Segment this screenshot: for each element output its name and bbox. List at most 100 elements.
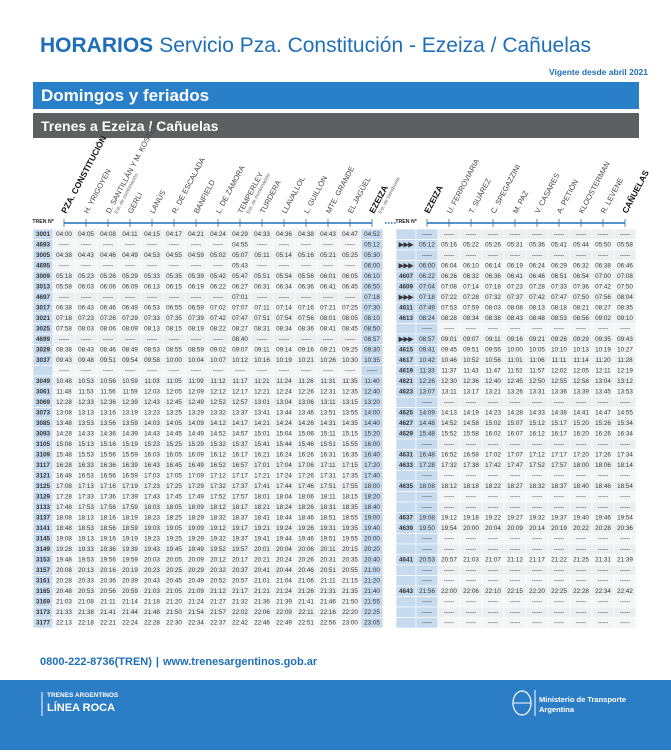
train-number: 4609	[399, 284, 414, 291]
time-cell: 22:15	[507, 588, 523, 595]
time-cell: 07:23	[507, 284, 523, 291]
time-cell: -----	[466, 546, 477, 553]
time-cell: 18:22	[485, 483, 501, 490]
time-cell: 06:38	[56, 305, 72, 312]
time-cell: 11:57	[529, 368, 545, 375]
time-cell: 11:03	[144, 378, 160, 385]
time-cell: 04:47	[342, 231, 358, 238]
cell-bg	[32, 365, 54, 377]
time-cell: 13:07	[419, 389, 435, 396]
time-cell: 06:49	[122, 305, 138, 312]
time-cell: 14:03	[144, 420, 160, 427]
time-cell: 15:48	[56, 452, 72, 459]
time-cell: 06:01	[320, 273, 336, 280]
time-cell: 13:20	[364, 399, 380, 406]
time-cell: 04:15	[144, 231, 160, 238]
train-number: 4643	[399, 588, 414, 595]
time-cell: 04:59	[188, 252, 204, 259]
time-cell: 15:58	[463, 431, 479, 438]
time-cell: 12:45	[166, 399, 182, 406]
time-cell: 20:25	[166, 567, 182, 574]
time-cell: 04:21	[188, 231, 204, 238]
time-cell: 05:16	[298, 252, 314, 259]
station-name: CAÑUELAS	[620, 168, 651, 215]
time-cell: 14:33	[529, 410, 545, 417]
time-cell: 20:56	[100, 588, 116, 595]
time-cell: 11:01	[507, 357, 523, 364]
time-cell: 05:58	[56, 284, 72, 291]
time-cell: 18:00	[364, 483, 380, 490]
train-number: 4611	[399, 305, 413, 312]
time-cell: 19:35	[342, 525, 358, 532]
time-cell: -----	[466, 599, 477, 606]
time-cell: 19:45	[166, 546, 182, 553]
time-cell: 20:04	[485, 525, 501, 532]
time-cell: -----	[554, 567, 565, 574]
time-cell: 18:14	[617, 462, 633, 469]
time-cell: 17:53	[78, 504, 94, 511]
time-cell: 16:05	[166, 452, 182, 459]
time-cell: -----	[466, 578, 477, 585]
time-cell: 14:26	[298, 420, 314, 427]
time-cell: -----	[554, 473, 565, 480]
time-cell: 17:19	[122, 483, 138, 490]
time-cell: 18:18	[463, 483, 479, 490]
time-cell: 22:16	[320, 609, 336, 616]
time-cell: 22:46	[254, 620, 270, 627]
time-cell: 22:11	[298, 609, 314, 616]
time-cell: 05:43	[232, 263, 248, 270]
time-cell: 09:54	[122, 357, 138, 364]
time-cell: 18:37	[551, 483, 567, 490]
time-cell: 11:09	[188, 378, 204, 385]
time-cell: 16:33	[78, 462, 94, 469]
time-cell: -----	[554, 578, 565, 585]
time-cell: 13:53	[78, 420, 94, 427]
train-number: 4625	[399, 410, 414, 417]
time-cell: 06:06	[100, 284, 116, 291]
time-cell: 10:16	[254, 357, 270, 364]
time-cell: 18:32	[529, 483, 545, 490]
time-cell: 21:25	[573, 557, 589, 564]
time-cell: 16:52	[210, 462, 226, 469]
time-cell: 18:17	[232, 504, 248, 511]
time-cell: 17:32	[441, 462, 457, 469]
time-cell: -----	[191, 336, 202, 343]
time-cell: 07:53	[441, 305, 457, 312]
time-cell: 07:25	[342, 305, 358, 312]
time-cell: 15:51	[320, 441, 336, 448]
cell-bg	[395, 533, 417, 545]
time-cell: 15:20	[364, 431, 380, 438]
time-cell: -----	[444, 578, 455, 585]
time-cell: -----	[422, 599, 433, 606]
time-cell: 15:23	[144, 441, 160, 448]
time-cell: 07:39	[188, 315, 204, 322]
time-cell: 11:53	[78, 389, 94, 396]
time-cell: 19:37	[232, 536, 248, 543]
time-cell: 13:53	[617, 389, 633, 396]
train-number: ▶▶▶	[398, 336, 414, 343]
time-cell: 15:32	[210, 441, 226, 448]
time-cell: 09:07	[232, 347, 248, 354]
time-cell: 22:34	[595, 588, 611, 595]
time-cell: 06:15	[166, 284, 182, 291]
time-cell: 13:25	[166, 410, 182, 417]
train-number: 3037	[36, 357, 51, 364]
time-cell: 22:28	[573, 588, 589, 595]
time-cell: 16:59	[122, 473, 138, 480]
cell-bg	[395, 575, 417, 587]
time-cell: -----	[422, 546, 433, 553]
time-cell: 21:46	[320, 599, 336, 606]
train-number: 3149	[36, 546, 51, 553]
time-cell: -----	[510, 546, 521, 553]
time-cell: 14:13	[441, 410, 457, 417]
time-cell: 05:02	[210, 252, 226, 259]
time-cell: 21:17	[232, 588, 248, 595]
time-cell: 21:44	[122, 609, 138, 616]
time-cell: 07:50	[573, 294, 589, 301]
time-cell: 21:31	[320, 588, 336, 595]
time-cell: 18:09	[188, 504, 204, 511]
time-cell: -----	[444, 399, 455, 406]
time-cell: 13:17	[463, 389, 479, 396]
time-cell: 07:36	[573, 284, 589, 291]
time-cell: 07:33	[551, 284, 567, 291]
